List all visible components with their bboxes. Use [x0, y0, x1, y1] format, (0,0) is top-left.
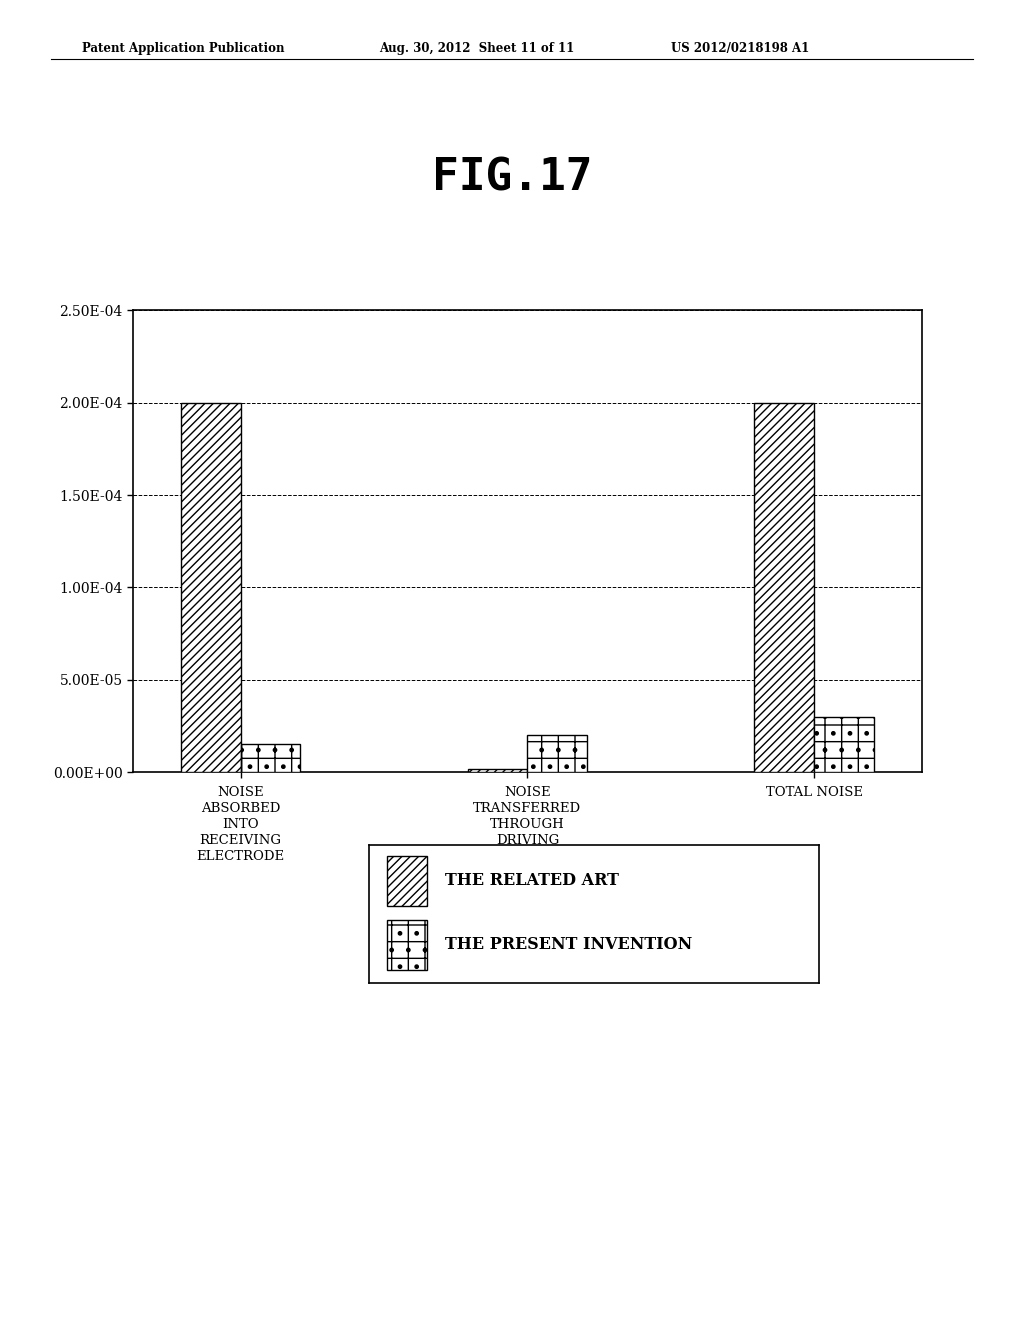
Text: Aug. 30, 2012  Sheet 11 of 11: Aug. 30, 2012 Sheet 11 of 11 [379, 41, 574, 54]
Text: THE PRESENT INVENTION: THE PRESENT INVENTION [445, 936, 692, 953]
Text: FIG.17: FIG.17 [432, 157, 592, 199]
FancyBboxPatch shape [387, 855, 427, 906]
Bar [181, 403, 241, 772]
Text: THE RELATED ART: THE RELATED ART [445, 873, 620, 890]
Bar [241, 744, 300, 772]
Bar [814, 717, 873, 772]
Bar [755, 403, 814, 772]
Bar [527, 735, 587, 772]
Text: US 2012/0218198 A1: US 2012/0218198 A1 [671, 41, 809, 54]
Text: Patent Application Publication: Patent Application Publication [82, 41, 285, 54]
Bar [468, 768, 527, 772]
FancyBboxPatch shape [387, 920, 427, 969]
